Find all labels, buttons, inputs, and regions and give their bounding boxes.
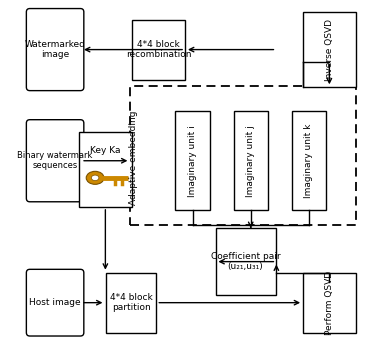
- FancyBboxPatch shape: [292, 111, 326, 210]
- FancyBboxPatch shape: [132, 20, 185, 80]
- Text: Adaptive embedding: Adaptive embedding: [129, 110, 138, 205]
- Text: Host image: Host image: [29, 298, 81, 307]
- Text: Imaginary unit j: Imaginary unit j: [246, 125, 255, 197]
- FancyBboxPatch shape: [26, 120, 84, 202]
- Text: Watermarked
image: Watermarked image: [25, 40, 85, 59]
- Text: Imaginary unit i: Imaginary unit i: [188, 125, 197, 197]
- Text: 4*4 block
partition: 4*4 block partition: [110, 293, 152, 312]
- Ellipse shape: [91, 175, 99, 181]
- FancyBboxPatch shape: [106, 273, 156, 332]
- Text: Binary watermark
sequences: Binary watermark sequences: [17, 151, 93, 170]
- Text: Inverse QSVD: Inverse QSVD: [325, 18, 334, 81]
- Text: Imaginary unit k: Imaginary unit k: [304, 123, 313, 198]
- Text: Perform QSVD: Perform QSVD: [325, 271, 334, 335]
- FancyBboxPatch shape: [234, 111, 268, 210]
- Text: Key Ka: Key Ka: [90, 146, 121, 155]
- FancyBboxPatch shape: [176, 111, 210, 210]
- FancyBboxPatch shape: [79, 132, 132, 207]
- FancyBboxPatch shape: [303, 12, 356, 87]
- Text: Coefficient pair
(u₂₁,u₃₁): Coefficient pair (u₂₁,u₃₁): [211, 252, 280, 271]
- FancyBboxPatch shape: [216, 228, 276, 295]
- Text: 4*4 block
recombination: 4*4 block recombination: [125, 40, 191, 59]
- FancyBboxPatch shape: [26, 269, 84, 336]
- FancyBboxPatch shape: [26, 9, 84, 91]
- FancyBboxPatch shape: [303, 273, 356, 332]
- Ellipse shape: [86, 171, 104, 184]
